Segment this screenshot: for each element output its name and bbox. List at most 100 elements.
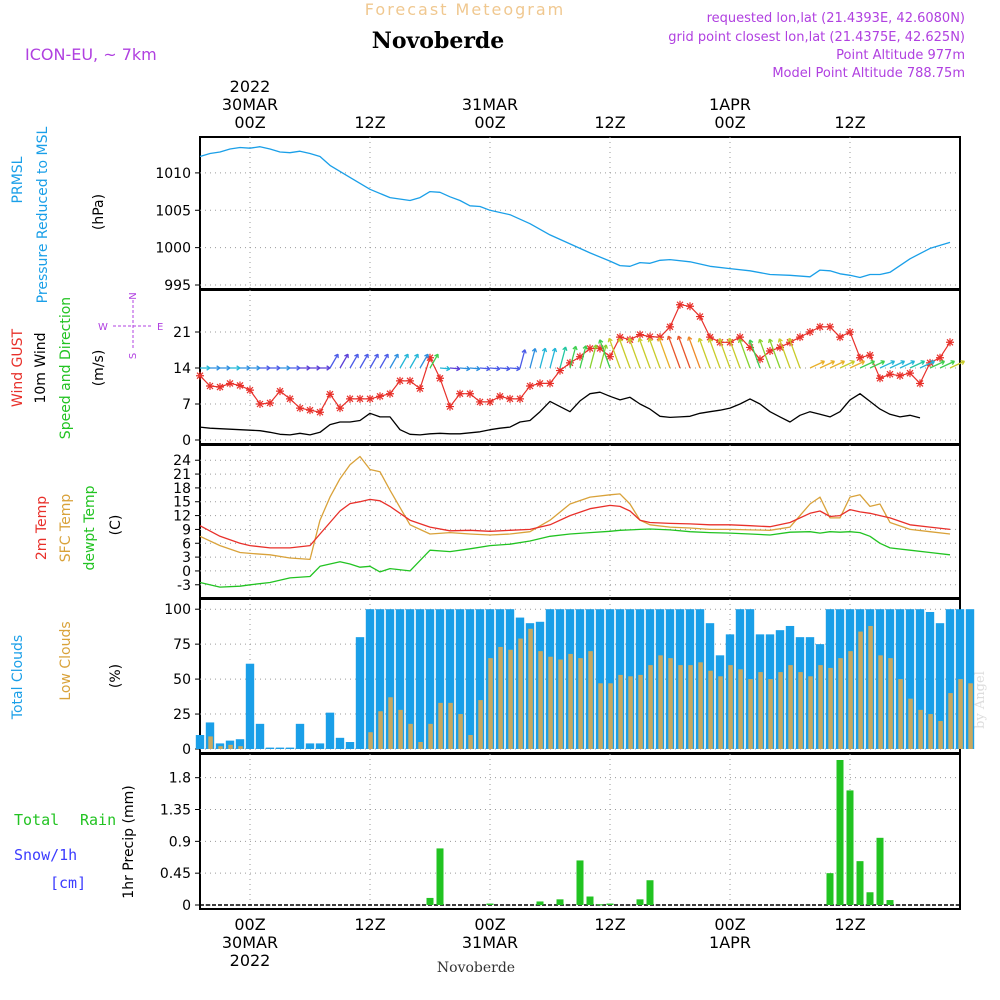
wind-direction-arrow (579, 345, 588, 369)
wind-direction-arrow (869, 360, 886, 369)
total-cloud-bar (445, 609, 455, 749)
time-bottom-hour: 12Z (354, 915, 385, 934)
precip-unit: 1hr Precip (mm) (121, 785, 137, 898)
precip-bar (856, 861, 864, 905)
wind10-line (199, 391, 921, 436)
low-cloud-bar (948, 693, 953, 749)
ytick-label: -3 (177, 578, 191, 594)
wind-direction-arrow (819, 360, 836, 369)
total-cloud-bar (345, 742, 355, 749)
ytick-label: 0 (182, 564, 191, 580)
gust-marker (516, 394, 524, 403)
total-cloud-bar (915, 609, 925, 749)
gust-marker (266, 398, 274, 407)
gust-marker (426, 353, 434, 362)
location-title: Novoberde (372, 28, 505, 54)
precip-bar (606, 903, 614, 905)
wind-direction-arrow (697, 337, 711, 369)
low-cloud-bar (368, 732, 373, 749)
wind-direction-arrow (399, 353, 409, 369)
total-cloud-bar (405, 609, 415, 749)
wind-direction-arrow (758, 338, 771, 369)
low-cloud-bar (848, 651, 853, 749)
ytick-label: 1010 (155, 166, 191, 182)
clouds-unit: (%) (108, 664, 124, 688)
low-cloud-bar (398, 709, 403, 749)
gust-marker (326, 390, 334, 399)
credit-label: by Angel (973, 671, 988, 729)
total-cloud-bar (465, 609, 475, 749)
gust-marker (256, 400, 264, 408)
gust-marker (676, 300, 684, 309)
time-top-hour: 12Z (834, 113, 865, 132)
gust-marker (796, 333, 804, 342)
wind-direction-arrow (260, 365, 271, 371)
precip-bar (436, 848, 444, 905)
low-cloud-bar (968, 683, 973, 749)
ytick-label: 50 (173, 672, 191, 688)
wind-direction-arrow (359, 353, 369, 369)
low-cloud-bar (618, 674, 623, 749)
temp2m-line (199, 498, 951, 549)
wind-direction-arrow (829, 360, 846, 369)
low-cloud-bar (868, 625, 873, 749)
total-cloud-bar (275, 747, 285, 749)
wind-direction-arrow (519, 349, 527, 369)
ytick-label: 100 (164, 602, 191, 618)
gust-marker (636, 330, 644, 339)
ytick-label: 0 (182, 433, 191, 449)
gust-marker (206, 382, 214, 390)
precip-bar (596, 904, 604, 906)
time-bottom-hour: 00Z (714, 915, 745, 934)
time-top-hour: 00Z (474, 113, 505, 132)
gust-marker (236, 381, 244, 390)
clouds-label-a: Total Clouds (10, 635, 26, 720)
ytick-label: 0.45 (160, 866, 191, 882)
low-cloud-bar (698, 662, 703, 749)
low-cloud-bar (828, 667, 833, 749)
wind-label-b: 10m Wind (33, 332, 49, 403)
wind-direction-arrow (429, 353, 439, 369)
temp-label-a: 2m Temp (34, 496, 50, 560)
gust-marker (476, 397, 484, 406)
precip-bar (586, 896, 594, 905)
wind-direction-arrow (559, 346, 568, 369)
wind-direction-arrow (549, 347, 558, 369)
precip-label-a: Total (14, 811, 59, 829)
wind-direction-arrow (839, 360, 856, 369)
low-cloud-bar (418, 742, 423, 749)
gust-marker (276, 387, 284, 396)
time-bottom-hour: 00Z (474, 915, 505, 934)
gust-marker (216, 383, 224, 392)
total-cloud-bar (365, 609, 375, 749)
low-cloud-bar (728, 665, 733, 749)
wind-direction-arrow (748, 339, 761, 369)
low-cloud-bar (548, 656, 553, 749)
precip-bar (576, 860, 584, 905)
total-cloud-bar (315, 743, 325, 749)
gust-marker (506, 394, 514, 403)
low-cloud-bar (448, 702, 453, 749)
low-cloud-bar (678, 665, 683, 749)
gust-line (199, 304, 951, 413)
low-cloud-bar (218, 746, 223, 749)
total-cloud-bar (205, 722, 215, 749)
low-cloud-bar (648, 665, 653, 749)
wind-direction-arrow (727, 337, 741, 369)
wind-direction-arrow (409, 353, 419, 369)
gust-marker (666, 322, 674, 331)
low-cloud-bar (818, 665, 823, 749)
ytick-label: 0 (182, 742, 191, 758)
low-cloud-bar (908, 698, 913, 749)
clouds-label-b: Low Clouds (58, 621, 74, 700)
wind-direction-arrow (459, 365, 471, 372)
wind-direction-arrow (489, 365, 501, 372)
time-bottom-year: 2022 (230, 951, 271, 970)
model-altitude: Model Point Altitude 788.75m (772, 66, 965, 81)
gust-marker (406, 376, 414, 385)
pressure-label-a: PRMSL (10, 156, 26, 203)
sfc-temp-line (199, 455, 951, 561)
gust-marker (736, 333, 744, 342)
